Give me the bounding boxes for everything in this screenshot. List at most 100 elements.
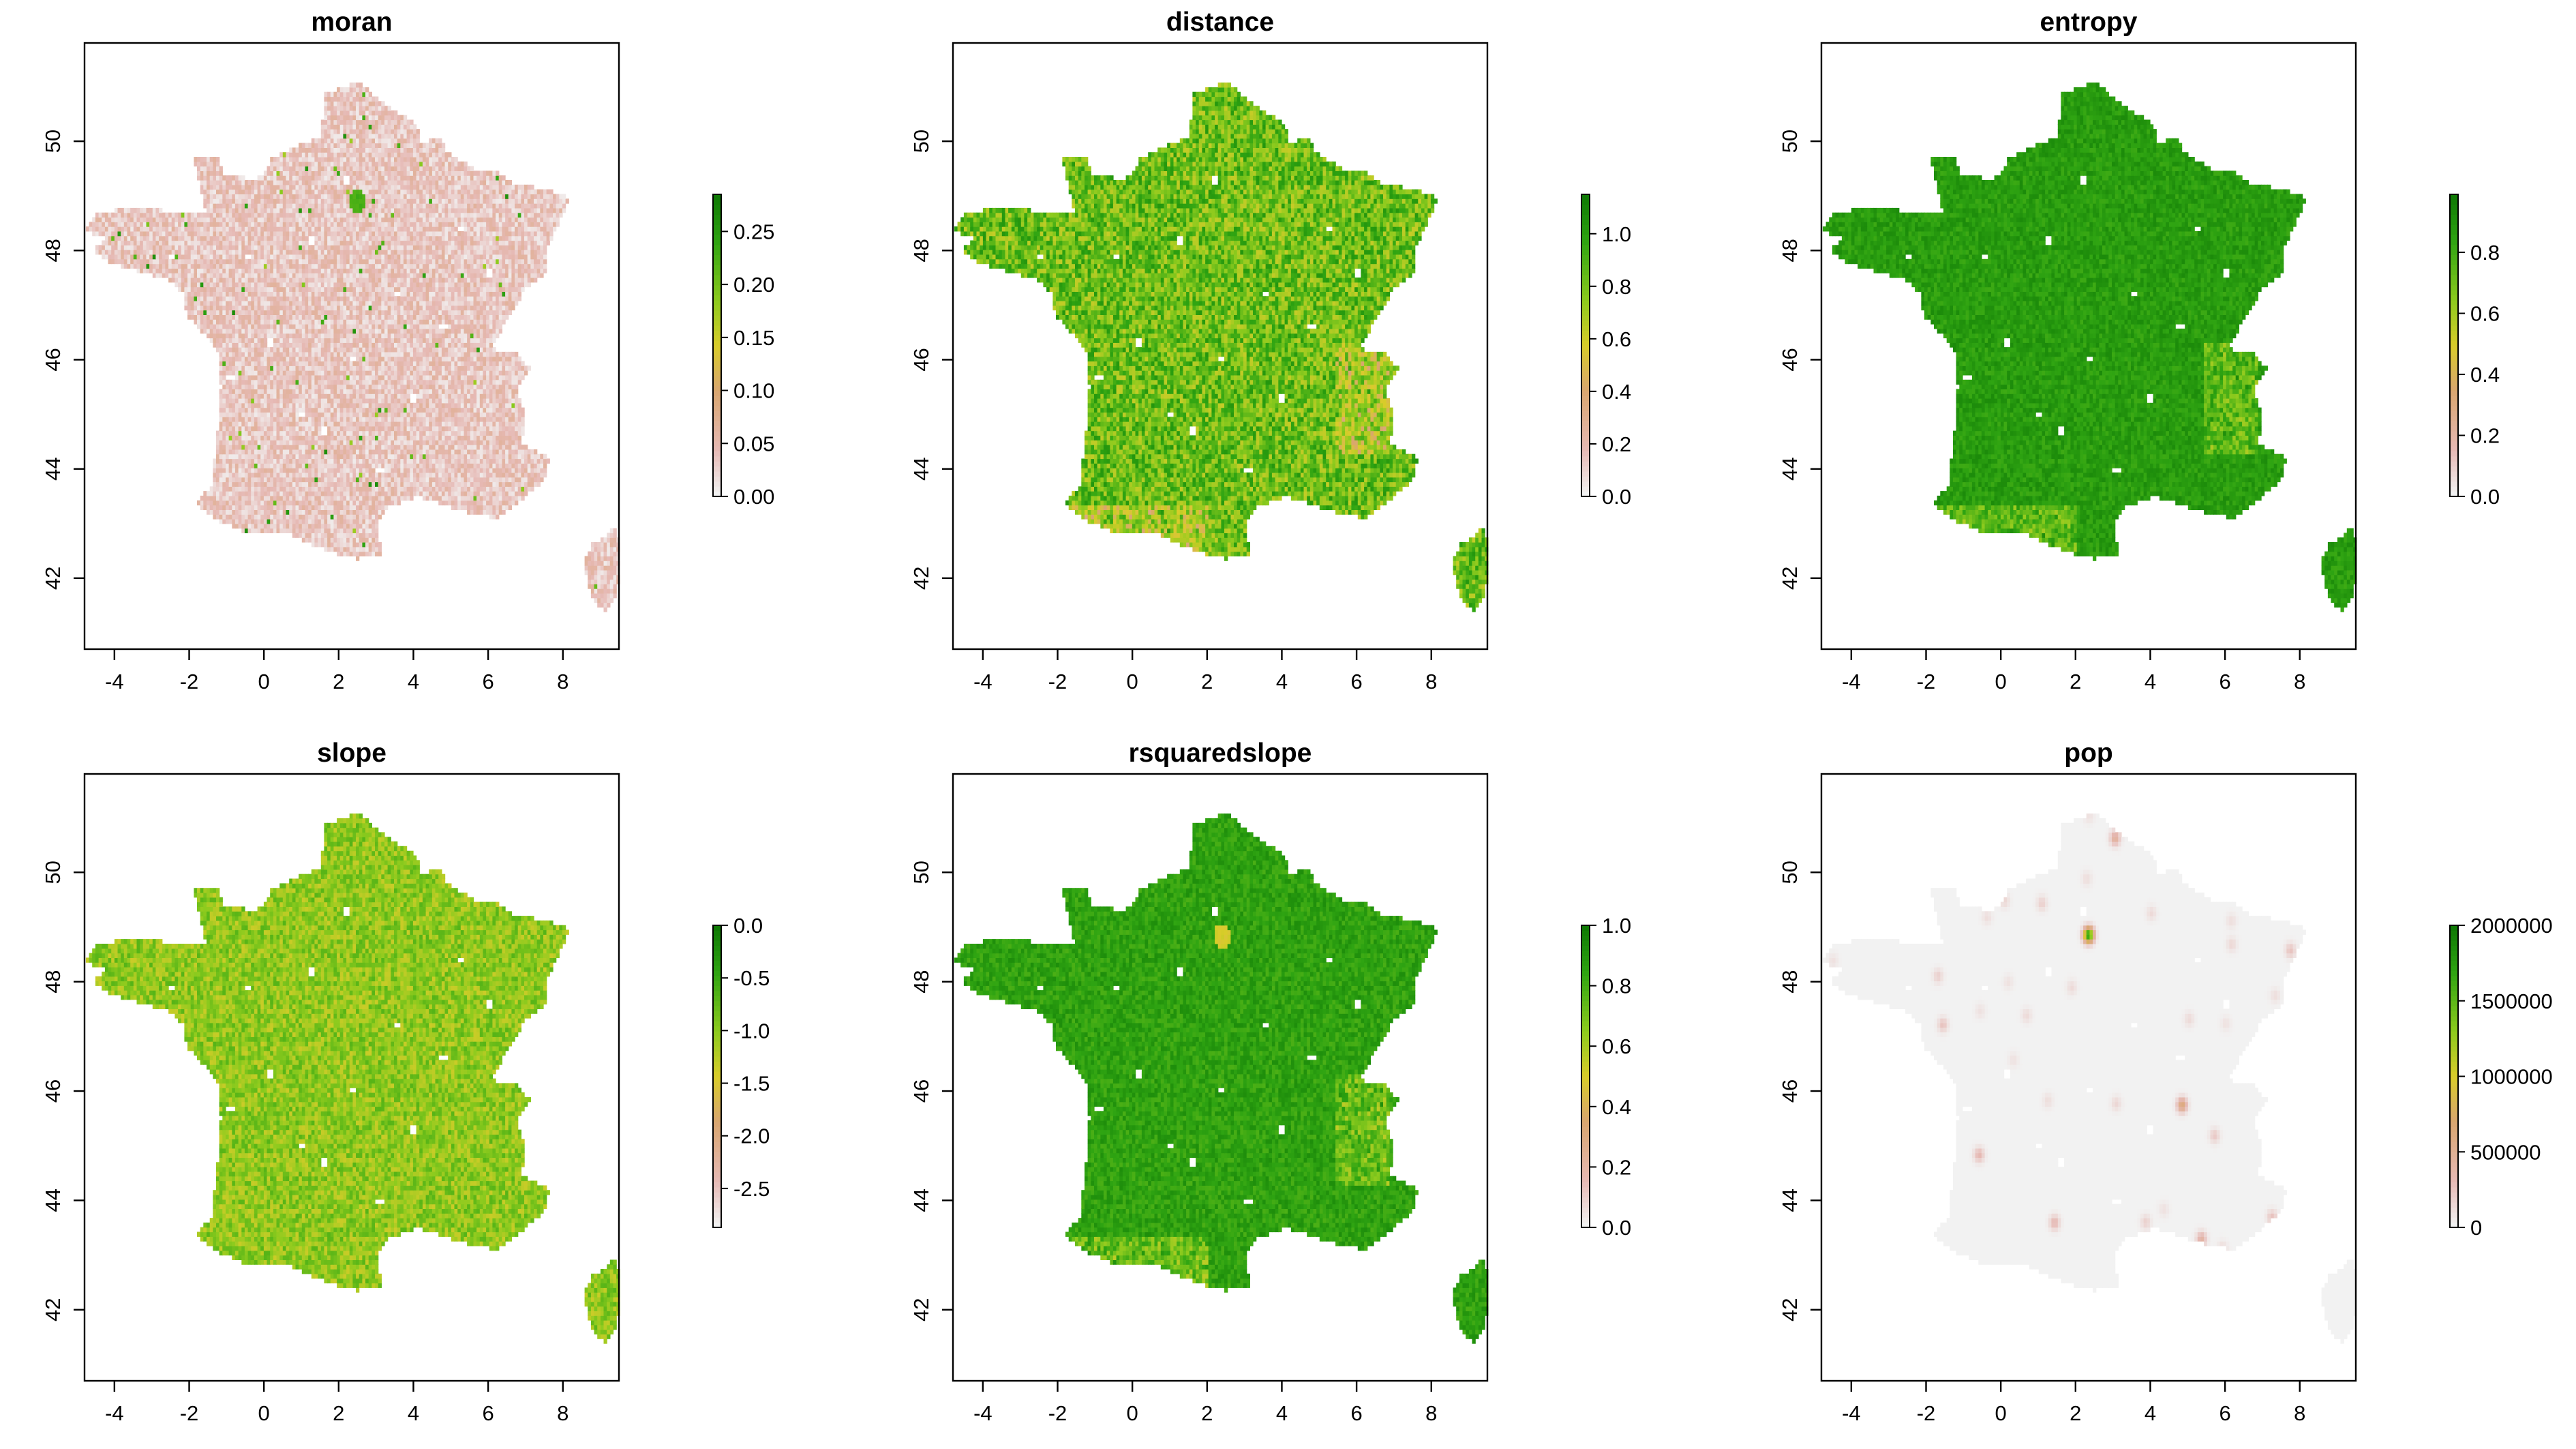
raster-cell bbox=[327, 519, 331, 524]
raster-cell bbox=[436, 473, 439, 477]
raster-cell bbox=[511, 440, 515, 445]
raster-cell bbox=[470, 509, 474, 514]
raster-cell bbox=[480, 431, 483, 436]
raster-cell bbox=[378, 501, 382, 505]
raster-cell bbox=[226, 496, 229, 501]
raster-cell bbox=[528, 454, 531, 459]
raster-cell bbox=[239, 440, 242, 445]
raster-cell bbox=[372, 426, 375, 431]
raster-cell bbox=[426, 421, 429, 426]
raster-cell bbox=[333, 454, 337, 459]
raster-cell bbox=[511, 431, 515, 436]
raster-cell bbox=[245, 524, 248, 528]
raster-cell bbox=[264, 519, 267, 524]
raster-cell bbox=[241, 501, 245, 505]
raster-cell bbox=[461, 468, 464, 473]
raster-cell bbox=[448, 486, 451, 491]
raster-cell bbox=[419, 426, 423, 431]
raster-cell bbox=[486, 477, 489, 482]
raster-cell bbox=[350, 463, 353, 468]
raster-cell bbox=[299, 528, 302, 533]
raster-cell bbox=[286, 496, 290, 501]
raster-cell bbox=[331, 537, 334, 542]
raster-cell bbox=[296, 421, 299, 426]
raster-cell bbox=[455, 459, 458, 464]
raster-cell bbox=[483, 459, 486, 464]
raster-cell bbox=[296, 519, 299, 524]
raster-cell bbox=[499, 459, 502, 464]
raster-cell bbox=[362, 417, 365, 421]
raster-cell bbox=[391, 449, 394, 454]
raster-cell bbox=[258, 514, 261, 519]
raster-cell bbox=[283, 431, 286, 436]
raster-cell bbox=[308, 528, 312, 533]
raster-cell bbox=[254, 435, 258, 440]
raster-cell bbox=[483, 501, 486, 505]
raster-cell bbox=[423, 417, 426, 421]
raster-cell bbox=[226, 505, 229, 510]
raster-cell bbox=[528, 468, 531, 473]
raster-cell bbox=[299, 491, 302, 496]
raster-cell bbox=[604, 561, 607, 565]
raster-cell bbox=[451, 486, 455, 491]
raster-cell bbox=[327, 421, 331, 426]
raster-cell bbox=[470, 505, 474, 510]
raster-cell bbox=[372, 537, 375, 542]
raster-cell bbox=[340, 445, 344, 449]
raster-cell bbox=[260, 445, 264, 449]
raster-cell bbox=[327, 491, 331, 496]
raster-cell bbox=[273, 509, 277, 514]
raster-cell bbox=[511, 417, 515, 421]
raster-cell bbox=[321, 435, 324, 440]
raster-cell bbox=[591, 565, 594, 570]
raster-cell bbox=[369, 477, 372, 482]
raster-cell bbox=[489, 491, 493, 496]
raster-cell bbox=[413, 486, 416, 491]
raster-cell bbox=[337, 459, 340, 464]
raster-cell bbox=[369, 435, 372, 440]
raster-cell bbox=[530, 459, 534, 464]
raster-cell bbox=[346, 449, 350, 454]
raster-cell bbox=[604, 547, 607, 552]
raster-cell bbox=[610, 584, 613, 588]
raster-cell bbox=[273, 519, 277, 524]
raster-cell bbox=[277, 426, 280, 431]
raster-cell bbox=[416, 463, 420, 468]
raster-cell bbox=[245, 519, 248, 524]
raster-cell bbox=[352, 486, 356, 491]
raster-cell bbox=[372, 445, 375, 449]
raster-cell bbox=[480, 482, 483, 487]
raster-cell bbox=[273, 528, 277, 533]
raster-cell bbox=[302, 528, 305, 533]
raster-cell bbox=[496, 509, 499, 514]
raster-cell bbox=[445, 435, 449, 440]
raster-cell bbox=[333, 519, 337, 524]
raster-cell bbox=[279, 482, 283, 487]
raster-cell bbox=[296, 417, 299, 421]
raster-cell bbox=[378, 417, 382, 421]
raster-cell bbox=[241, 412, 245, 417]
raster-cell bbox=[248, 496, 252, 501]
raster-cell bbox=[455, 482, 458, 487]
raster-cell bbox=[419, 473, 423, 477]
raster-cell bbox=[489, 435, 493, 440]
raster-cell bbox=[521, 496, 524, 501]
raster-cell bbox=[308, 524, 312, 528]
raster-cell bbox=[305, 505, 309, 510]
raster-cell bbox=[515, 473, 518, 477]
raster-cell bbox=[438, 421, 442, 426]
raster-cell bbox=[337, 496, 340, 501]
raster-cell bbox=[327, 547, 331, 552]
raster-cell bbox=[277, 463, 280, 468]
raster-cell bbox=[337, 514, 340, 519]
raster-cell bbox=[588, 552, 591, 556]
raster-cell bbox=[524, 468, 528, 473]
raster-cell bbox=[502, 454, 505, 459]
raster-cell bbox=[474, 486, 477, 491]
raster-cell bbox=[254, 477, 258, 482]
raster-cell bbox=[594, 542, 598, 547]
raster-cell bbox=[404, 491, 407, 496]
raster-cell bbox=[594, 552, 598, 556]
raster-cell bbox=[356, 537, 359, 542]
raster-cell bbox=[474, 482, 477, 487]
